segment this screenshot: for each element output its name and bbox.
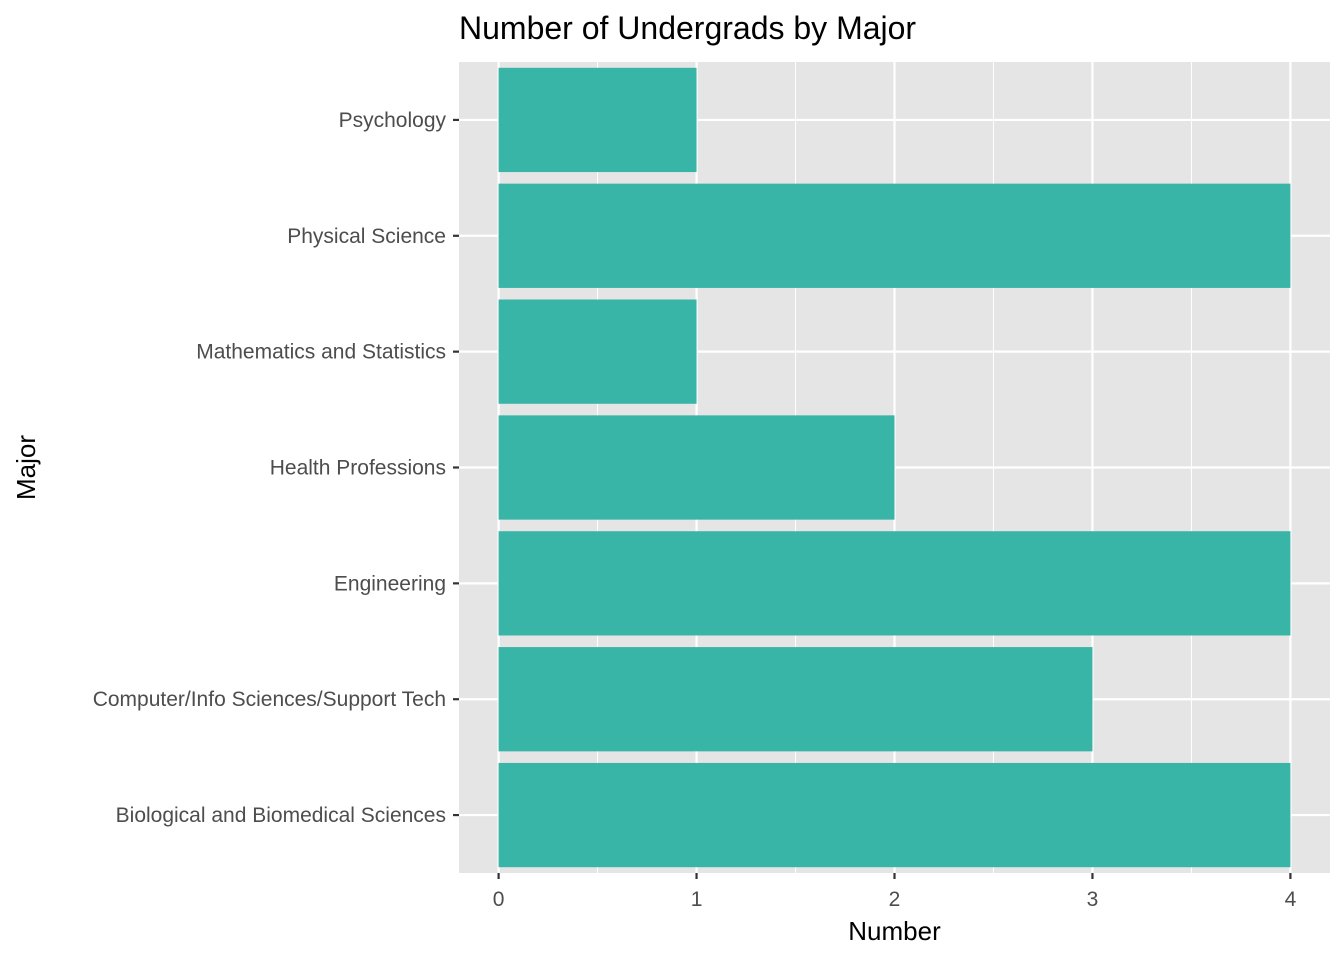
bar-4 [498,415,895,520]
x-tick-label: 4 [1285,888,1297,911]
y-tick-label: Physical Science [287,225,446,248]
chart-title: Number of Undergrads by Major [459,10,916,46]
x-tick-label: 2 [889,888,901,911]
bar-1 [498,762,1291,868]
x-tick-label: 3 [1087,888,1099,911]
bar-6 [498,183,1291,288]
y-tick-label: Biological and Biomedical Sciences [116,804,446,827]
y-tick-label: Psychology [339,109,447,132]
y-tick-label: Mathematics and Statistics [196,341,446,364]
bar-5 [498,299,697,404]
y-tick-label: Engineering [334,572,446,595]
y-tick-label: Health Professions [270,457,446,480]
x-tick-label: 0 [493,888,505,911]
bar-2 [498,647,1093,752]
bar-7 [498,67,697,173]
bars [498,67,1291,868]
x-axis: 0 1 2 3 4 [493,873,1297,911]
x-tick-label: 1 [691,888,703,911]
x-axis-title: Number [848,916,941,946]
bar-3 [498,531,1291,636]
y-axis-title: Major [11,435,41,500]
y-axis: Biological and Biomedical Sciences Comput… [93,109,459,827]
y-tick-label: Computer/Info Sciences/Support Tech [93,688,446,711]
